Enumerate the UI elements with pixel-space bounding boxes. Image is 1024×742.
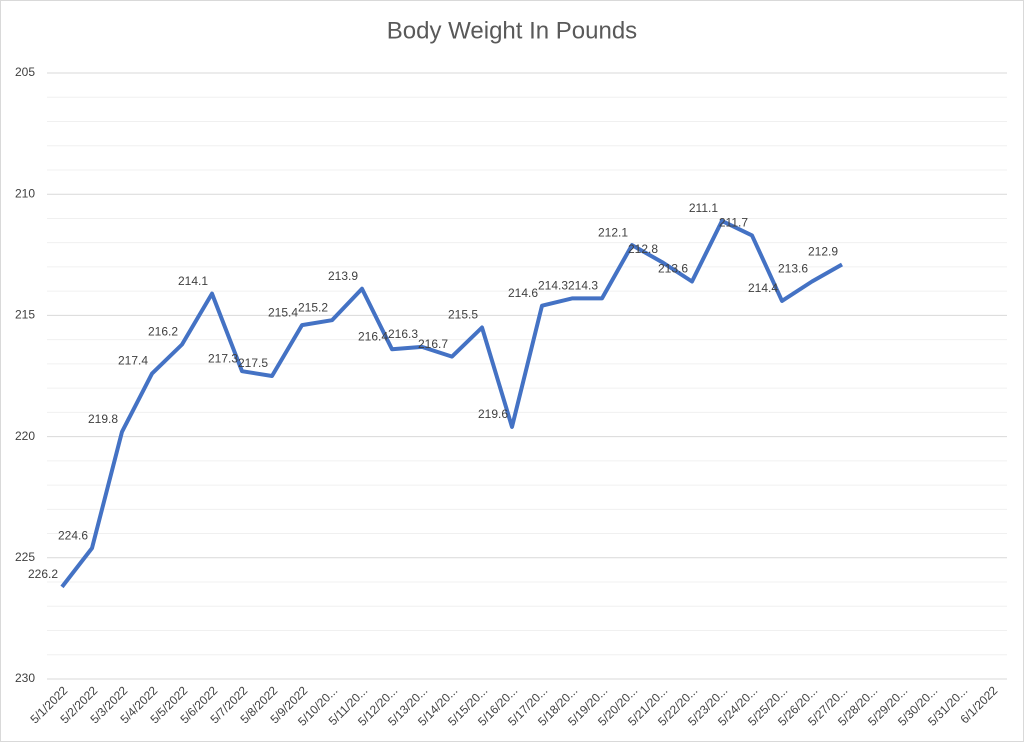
data-label: 213.9 — [328, 269, 358, 283]
data-label: 219.6 — [478, 407, 508, 421]
data-label: 215.5 — [448, 308, 478, 322]
data-label: 217.3 — [208, 351, 238, 365]
data-label: 213.6 — [778, 262, 808, 276]
y-tick-label: 210 — [15, 186, 35, 200]
data-label: 214.6 — [508, 286, 538, 300]
data-label: 214.3 — [538, 279, 568, 293]
data-label: 214.3 — [568, 279, 598, 293]
data-label: 211.1 — [689, 201, 718, 215]
y-tick-label: 230 — [15, 671, 35, 685]
data-label: 216.4 — [358, 330, 388, 344]
data-label: 212.8 — [628, 242, 658, 256]
data-label: 212.9 — [808, 245, 838, 259]
series-line — [60, 218, 843, 589]
data-label: 224.6 — [58, 528, 88, 542]
data-label: 226.2 — [28, 567, 58, 581]
data-label: 215.4 — [268, 305, 298, 319]
chart-title: Body Weight In Pounds — [387, 17, 637, 44]
y-tick-label: 220 — [15, 429, 35, 443]
data-label: 213.6 — [658, 262, 688, 276]
data-label: 216.7 — [418, 337, 448, 351]
y-tick-label: 205 — [15, 65, 35, 79]
data-label: 214.4 — [748, 281, 778, 295]
data-label: 216.3 — [388, 327, 418, 341]
data-label: 211.7 — [719, 216, 748, 230]
data-label: 219.8 — [88, 412, 118, 426]
data-label: 217.5 — [238, 356, 268, 370]
y-tick-label: 225 — [15, 550, 35, 564]
data-label: 216.2 — [148, 325, 178, 339]
y-tick-label: 215 — [15, 308, 35, 322]
data-label: 212.1 — [598, 225, 628, 239]
data-label: 214.1 — [178, 274, 208, 288]
data-label: 217.4 — [118, 354, 148, 368]
data-label: 215.2 — [298, 300, 328, 314]
